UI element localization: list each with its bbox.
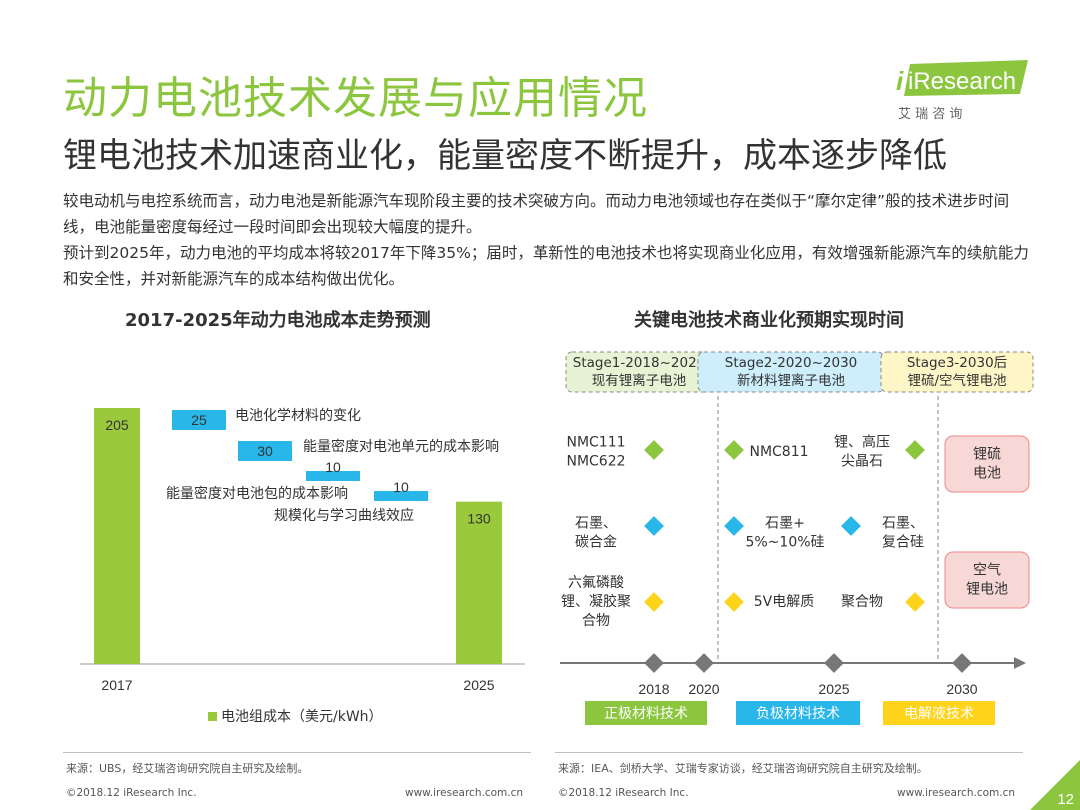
year-marker [824,653,844,673]
electrolyte-stage3-text: 聚合物 [841,594,883,610]
waterfall-step-value: 30 [257,443,273,459]
x-tick-label: 2017 [101,677,132,693]
right-website: www.iresearch.com.cn [897,787,1016,799]
waterfall-step-label: 能量密度对电池单元的成本影响 [303,438,499,455]
left-copyright: ©2018.12 iResearch Inc. [66,787,197,799]
bar-value-label: 130 [467,511,491,527]
left-website: www.iresearch.com.cn [405,787,524,799]
right-divider [555,752,1023,753]
page-number-badge: 12 [1030,760,1080,810]
year-label: 2018 [638,681,669,697]
legend-label: 正极材料技术 [604,706,688,722]
year-label: 2020 [688,681,719,697]
electrolyte-stage1-text: 六氟磷酸锂、凝胶聚合物 [561,575,631,629]
waterfall-step-value: 10 [325,459,341,475]
intro-text: 较电动机与电控系统而言，动力电池是新能源汽车现阶段主要的技术突破方向。而动力电池… [63,188,1038,292]
stage-label: Stage3-2030后锂硫/空气锂电池 [907,355,1007,389]
logo-cn: 艾 瑞 咨 询 [898,107,962,120]
cathode-stage2-text: NMC811 [749,444,808,460]
future-tech-box [944,551,1030,609]
battery-tech-timeline: Stage1-2018~2020 现有锂离子电池 Stage2-2020~2030 新… [560,351,1034,725]
legend-box [883,701,995,725]
logo-text: iResearch [908,68,1016,95]
year-marker [644,653,664,673]
waterfall-step-value: 25 [191,412,207,428]
cathode-stage1-text: NMC111 NMC622 [566,435,625,470]
year-marker [952,653,972,673]
waterfall-step-label: 规模化与学习曲线效应 [274,507,414,524]
left-divider [63,752,531,753]
legend-box [736,701,860,725]
left-source: 来源：UBS，经艾瑞咨询研究院自主研究及绘制。 [66,762,309,775]
anode-stage1-diamond [644,516,664,536]
timeline-arrowhead [1014,657,1026,669]
future-tech-box [944,435,1030,493]
right-copyright: ©2018.12 iResearch Inc. [558,787,689,799]
page-subtitle: 锂电池技术加速商业化，能量密度不断提升，成本逐步降低 [63,136,947,176]
electrolyte-stage2-diamond [724,592,744,612]
anode-stage3-text: 石墨、复合硅 [882,516,924,551]
svg-text:i: i [896,66,904,96]
legend-label: 电解液技术 [904,706,974,722]
stage-box [880,351,1034,393]
anode-stage3-diamond [841,516,861,536]
right-source: 来源：IEA、剑桥大学、艾瑞专家访谈，经艾瑞咨询研究院自主研究及绘制。 [558,762,928,775]
waterfall-step-bar [172,410,226,430]
waterfall-step-value: 10 [393,479,409,495]
waterfall-step-bar [374,491,428,501]
year-label: 2025 [818,681,849,697]
x-tick-label: 2025 [463,677,494,693]
future-tech-label: 空气锂电池 [966,563,1008,598]
waterfall-step-bar [238,441,292,461]
electrolyte-stage3-diamond [905,592,925,612]
intro-paragraph-2: 预计到2025年，动力电池的平均成本将较2017年下降35%；届时，革新性的电池… [63,244,1029,288]
cathode-stage1-diamond [644,440,664,460]
right-chart-title: 关键电池技术商业化预期实现时间 [634,310,904,331]
cathode-stage3-text: 锂、高压尖晶石 [834,434,890,470]
cost-waterfall-chart: 205 2017 130 2025 25 电池化学材料的变化 30 能量密度对电池单元的成本影… [80,408,525,725]
bar-value-label: 205 [105,417,129,433]
legend-label: 电池组成本（美元/kWh） [221,709,383,725]
anode-stage1-text: 石墨、碳合金 [575,516,617,551]
anode-stage2-diamond [724,516,744,536]
waterfall-step-bar [306,471,360,481]
logo-graphic: i iResearch 艾 瑞 咨 询 [896,60,1028,122]
electrolyte-stage1-diamond [644,592,664,612]
waterfall-step-label: 能量密度对电池包的成本影响 [166,485,348,502]
year-label: 2030 [946,681,977,697]
stage-label: Stage2-2020~2030 新材料锂离子电池 [725,355,858,389]
legend-box [585,701,707,725]
bar-2025 [456,501,502,664]
electrolyte-stage2-text: 5V电解质 [754,594,814,610]
legend-label: 负极材料技术 [756,706,840,722]
future-tech-label: 锂硫电池 [973,447,1001,482]
intro-paragraph-1: 较电动机与电控系统而言，动力电池是新能源汽车现阶段主要的技术突破方向。而动力电池… [63,192,1010,236]
year-marker [694,653,714,673]
page-title: 动力电池技术发展与应用情况 [63,73,648,124]
cathode-stage2-diamond [724,440,744,460]
bar-2017 [94,408,140,664]
iresearch-logo: i iResearch 艾 瑞 咨 询 [892,60,1032,122]
cathode-stage3-diamond [905,440,925,460]
left-chart-title: 2017-2025年动力电池成本走势预测 [125,310,431,331]
legend-swatch [208,712,217,721]
page-number: 12 [1057,791,1074,808]
anode-stage2-text: 石墨+ 5%~10%硅 [745,516,824,551]
stage-label: Stage1-2018~2020 现有锂离子电池 [573,355,706,389]
waterfall-step-label: 电池化学材料的变化 [235,408,361,424]
